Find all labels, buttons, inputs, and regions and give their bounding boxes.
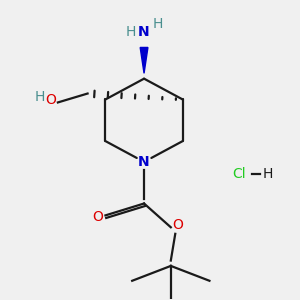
- Text: O: O: [172, 218, 183, 232]
- Polygon shape: [140, 47, 148, 73]
- Text: N: N: [138, 155, 150, 169]
- Text: H: H: [35, 90, 45, 104]
- Text: Cl: Cl: [232, 167, 246, 181]
- Text: H: H: [152, 17, 163, 31]
- Text: H: H: [262, 167, 273, 181]
- Text: O: O: [46, 93, 56, 107]
- Text: H: H: [125, 25, 136, 39]
- Text: O: O: [92, 210, 104, 224]
- Text: N: N: [138, 25, 150, 39]
